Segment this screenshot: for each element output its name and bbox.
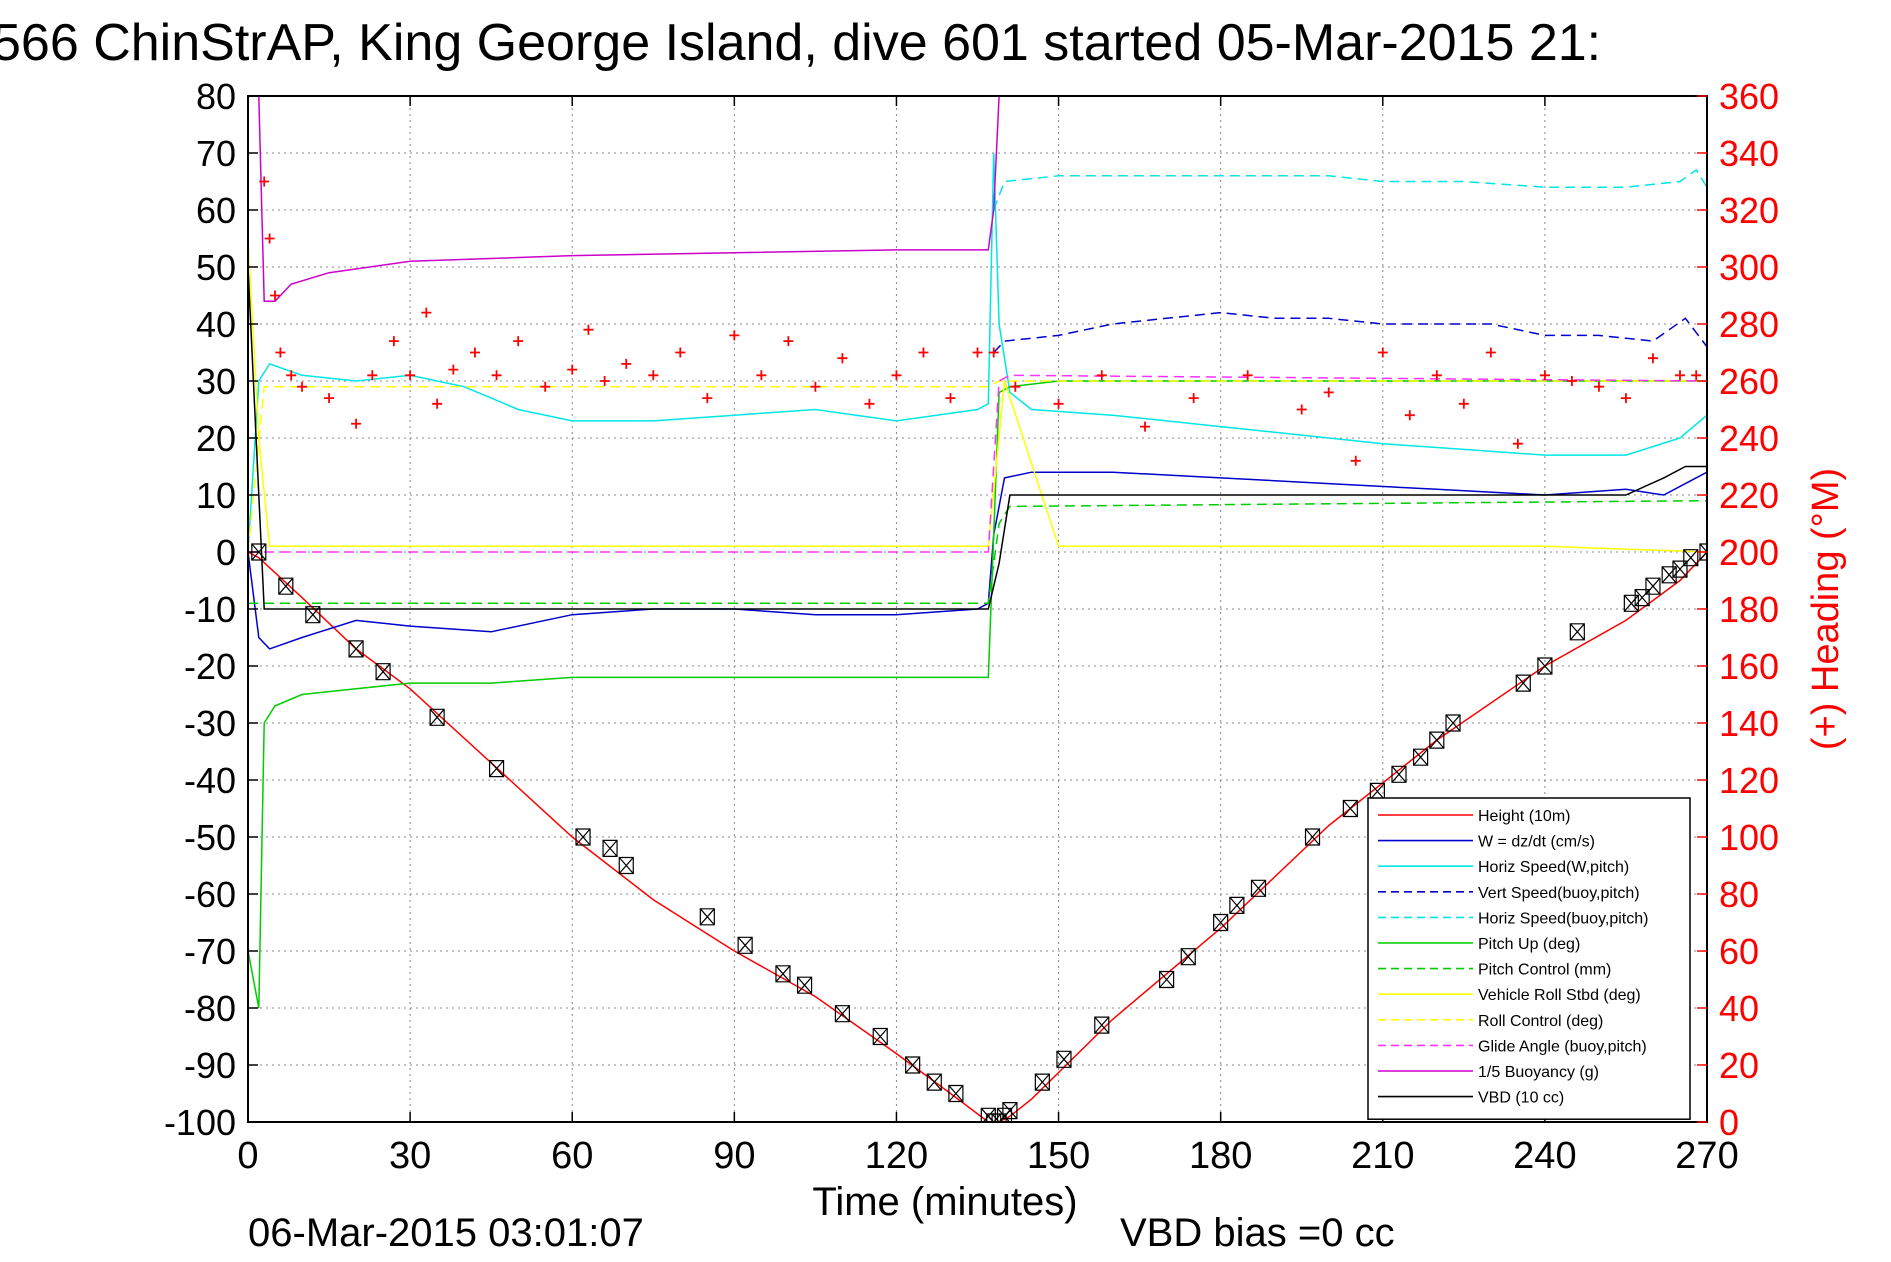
chart-title: 566 ChinStrAP, King George Island, dive … <box>0 14 1601 72</box>
y-tick-label: 20 <box>196 418 236 459</box>
y-tick-label: -60 <box>184 874 236 915</box>
y2-tick-label: 80 <box>1719 874 1759 915</box>
y-axis-left: 80 70 60 50 40 30 20 10 0 -10 -20 -30 -40 -50 -60 -70 -8… <box>164 76 258 1143</box>
y2-tick-label: 20 <box>1719 1045 1759 1086</box>
y2-tick-label: 100 <box>1719 817 1779 858</box>
y2-tick-label: 280 <box>1719 304 1779 345</box>
y-tick-label: -70 <box>184 931 236 972</box>
legend-label-5: Pitch Up (deg) <box>1478 936 1580 953</box>
x-axis-label: Time (minutes) <box>812 1180 1077 1224</box>
y-tick-label: -40 <box>184 760 236 801</box>
y2-tick-label: 220 <box>1719 475 1779 516</box>
x-tick-label: 150 <box>1027 1135 1090 1177</box>
y-tick-label: -90 <box>184 1045 236 1086</box>
y2-tick-label: 160 <box>1719 646 1779 687</box>
y-tick-label: 80 <box>196 76 236 117</box>
y-tick-label: -10 <box>184 589 236 630</box>
legend-label-7: Vehicle Roll Stbd (deg) <box>1478 987 1641 1004</box>
legend-label-9: Glide Angle (buoy,pitch) <box>1478 1038 1647 1055</box>
y2-tick-label: 120 <box>1719 760 1779 801</box>
y2-tick-label: 320 <box>1719 190 1779 231</box>
y2-tick-label: 260 <box>1719 361 1779 402</box>
y2-tick-label: 240 <box>1719 418 1779 459</box>
y2-tick-label: 300 <box>1719 247 1779 288</box>
legend-label-11: VBD (10 cc) <box>1478 1090 1564 1107</box>
legend: Height (10m) W = dz/dt (cm/s) Horiz Speed(… <box>1368 798 1690 1119</box>
legend-label-8: Roll Control (deg) <box>1478 1013 1603 1030</box>
y-tick-label: -50 <box>184 817 236 858</box>
y2-tick-label: 140 <box>1719 703 1779 744</box>
y-tick-label: 30 <box>196 361 236 402</box>
y2-tick-label: 340 <box>1719 133 1779 174</box>
y2-tick-label: 360 <box>1719 76 1779 117</box>
y2-tick-label: 0 <box>1719 1102 1739 1143</box>
legend-label-10: 1/5 Buoyancy (g) <box>1478 1064 1599 1081</box>
x-tick-label: 180 <box>1189 1135 1252 1177</box>
legend-label-6: Pitch Control (mm) <box>1478 962 1611 979</box>
y-tick-label: 50 <box>196 247 236 288</box>
x-tick-label: 0 <box>237 1135 258 1177</box>
legend-label-3: Vert Speed(buoy,pitch) <box>1478 885 1640 902</box>
y-tick-label: 40 <box>196 304 236 345</box>
legend-label-2: Horiz Speed(W,pitch) <box>1478 859 1629 876</box>
footer-date: 06-Mar-2015 03:01:07 <box>248 1211 644 1255</box>
x-tick-label: 30 <box>389 1135 431 1177</box>
y-tick-label: 10 <box>196 475 236 516</box>
y-tick-label: 70 <box>196 133 236 174</box>
y-axis-right-label: (+) Heading (°M) <box>1805 468 1847 750</box>
x-tick-label: 240 <box>1513 1135 1576 1177</box>
x-tick-label: 120 <box>865 1135 928 1177</box>
y-tick-label: -20 <box>184 646 236 687</box>
legend-label-4: Horiz Speed(buoy,pitch) <box>1478 910 1648 927</box>
y-tick-label: -30 <box>184 703 236 744</box>
footer-vbd-bias: VBD bias =0 cc <box>1120 1211 1395 1255</box>
legend-label-0: Height (10m) <box>1478 808 1570 825</box>
y-tick-label: 0 <box>216 532 236 573</box>
y-axis-right: 3603403203002802602402202001801601401201… <box>1697 76 1779 1143</box>
y2-tick-label: 180 <box>1719 589 1779 630</box>
y2-tick-label: 200 <box>1719 532 1779 573</box>
y2-tick-label: 60 <box>1719 931 1759 972</box>
x-tick-label: 210 <box>1351 1135 1414 1177</box>
y-tick-label: -80 <box>184 988 236 1029</box>
x-tick-label: 90 <box>713 1135 755 1177</box>
y-tick-label: 60 <box>196 190 236 231</box>
x-tick-label: 60 <box>551 1135 593 1177</box>
y-tick-label: -100 <box>164 1102 236 1143</box>
chart-svg: 566 ChinStrAP, King George Island, dive … <box>0 0 1891 1262</box>
legend-label-1: W = dz/dt (cm/s) <box>1478 834 1595 851</box>
y2-tick-label: 40 <box>1719 988 1759 1029</box>
